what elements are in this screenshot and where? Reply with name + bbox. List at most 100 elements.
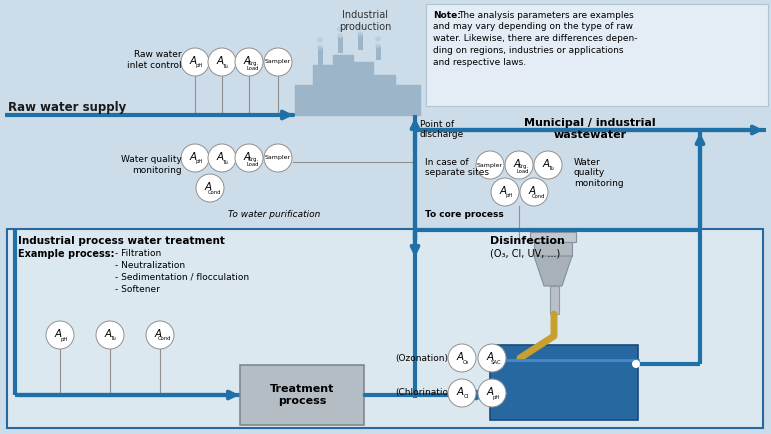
Circle shape	[534, 151, 562, 179]
Text: pH: pH	[493, 395, 500, 400]
Circle shape	[448, 379, 476, 407]
Ellipse shape	[357, 24, 363, 30]
Ellipse shape	[375, 43, 381, 49]
Circle shape	[146, 321, 174, 349]
Circle shape	[181, 48, 209, 76]
Text: A: A	[154, 329, 162, 339]
Ellipse shape	[375, 36, 381, 42]
Text: ding on regions, industries or applications: ding on regions, industries or applicati…	[433, 46, 624, 55]
Text: Cond: Cond	[207, 190, 221, 194]
Text: A: A	[543, 159, 550, 169]
Text: A: A	[190, 56, 197, 66]
Polygon shape	[534, 256, 572, 286]
Circle shape	[235, 48, 263, 76]
Text: A: A	[487, 387, 493, 397]
Ellipse shape	[357, 32, 363, 36]
Text: Tu: Tu	[223, 63, 229, 69]
Text: SAC: SAC	[490, 359, 501, 365]
Bar	[338, 37, 343, 53]
Text: Tu: Tu	[111, 336, 117, 342]
Circle shape	[496, 360, 504, 368]
Ellipse shape	[337, 26, 343, 32]
Bar	[318, 47, 323, 65]
Text: Org.
Load: Org. Load	[247, 157, 259, 168]
Polygon shape	[373, 75, 395, 108]
Text: - Softener: - Softener	[115, 285, 160, 294]
Circle shape	[478, 344, 506, 372]
Circle shape	[520, 178, 548, 206]
Text: Cond: Cond	[157, 336, 170, 342]
Text: A: A	[204, 182, 211, 192]
Text: Tu: Tu	[223, 160, 229, 164]
Circle shape	[478, 379, 506, 407]
Text: A: A	[55, 329, 62, 339]
Text: A: A	[528, 186, 536, 196]
Text: - Filtration: - Filtration	[115, 249, 161, 258]
Text: Tu: Tu	[549, 167, 555, 171]
Text: Water
quality
monitoring: Water quality monitoring	[574, 158, 624, 188]
Text: Point of
discharge: Point of discharge	[420, 120, 464, 139]
Text: A: A	[456, 352, 463, 362]
Text: A: A	[217, 152, 224, 162]
Circle shape	[181, 144, 209, 172]
Circle shape	[476, 151, 504, 179]
Polygon shape	[353, 62, 373, 108]
Ellipse shape	[337, 33, 343, 39]
Polygon shape	[295, 108, 420, 115]
Circle shape	[505, 151, 533, 179]
Text: Raw water
inlet control: Raw water inlet control	[127, 50, 182, 70]
Text: Cl: Cl	[463, 395, 469, 400]
Text: A: A	[104, 329, 112, 339]
Text: and respective laws.: and respective laws.	[433, 58, 526, 67]
Text: and may vary depending on the type of raw: and may vary depending on the type of ra…	[433, 22, 633, 31]
Circle shape	[208, 144, 236, 172]
Text: To water purification: To water purification	[228, 210, 321, 219]
Circle shape	[96, 321, 124, 349]
Text: Municipal / industrial
wastewater: Municipal / industrial wastewater	[524, 118, 656, 140]
Bar	[550, 286, 559, 314]
Circle shape	[632, 360, 640, 368]
Text: A: A	[487, 352, 493, 362]
Bar	[358, 34, 363, 50]
Text: Water quality
monitoring: Water quality monitoring	[121, 155, 182, 175]
Text: (Chlorination): (Chlorination)	[395, 388, 457, 398]
Text: A: A	[513, 159, 520, 169]
Text: pH: pH	[195, 63, 203, 69]
Bar	[376, 46, 381, 60]
Text: To core process: To core process	[425, 210, 503, 219]
Text: In case of
separate sites: In case of separate sites	[425, 158, 489, 178]
Circle shape	[208, 48, 236, 76]
Text: pH: pH	[195, 160, 203, 164]
Text: A: A	[244, 152, 251, 162]
Circle shape	[196, 174, 224, 202]
Bar	[490, 345, 638, 420]
Text: The analysis parameters are examples: The analysis parameters are examples	[458, 11, 634, 20]
Text: O₃: O₃	[463, 359, 469, 365]
Text: water. Likewise, there are differences depen-: water. Likewise, there are differences d…	[433, 34, 638, 43]
Text: Note:: Note:	[433, 11, 461, 20]
Bar	[530, 232, 576, 242]
Text: (O₃, Cl, UV, ...): (O₃, Cl, UV, ...)	[490, 249, 561, 259]
Text: A: A	[500, 186, 507, 196]
Text: Industrial
production: Industrial production	[338, 10, 391, 32]
Circle shape	[448, 344, 476, 372]
FancyBboxPatch shape	[7, 229, 763, 428]
Text: Sampler: Sampler	[265, 59, 291, 65]
Bar	[534, 242, 572, 256]
Polygon shape	[295, 85, 313, 108]
Text: Sampler: Sampler	[265, 155, 291, 161]
Polygon shape	[313, 65, 333, 108]
Text: - Sedimentation / flocculation: - Sedimentation / flocculation	[115, 273, 249, 282]
FancyBboxPatch shape	[426, 4, 768, 106]
Text: Raw water supply: Raw water supply	[8, 101, 126, 114]
Text: Treatment
process: Treatment process	[270, 384, 334, 406]
Text: Industrial process water treatment: Industrial process water treatment	[18, 236, 225, 246]
Circle shape	[46, 321, 74, 349]
Text: (Ozonation): (Ozonation)	[395, 354, 448, 362]
Text: Sampler: Sampler	[477, 162, 503, 168]
Text: A: A	[456, 387, 463, 397]
Ellipse shape	[317, 45, 323, 49]
Text: Org.
Load: Org. Load	[247, 61, 259, 72]
Polygon shape	[333, 55, 353, 108]
Ellipse shape	[317, 37, 323, 43]
